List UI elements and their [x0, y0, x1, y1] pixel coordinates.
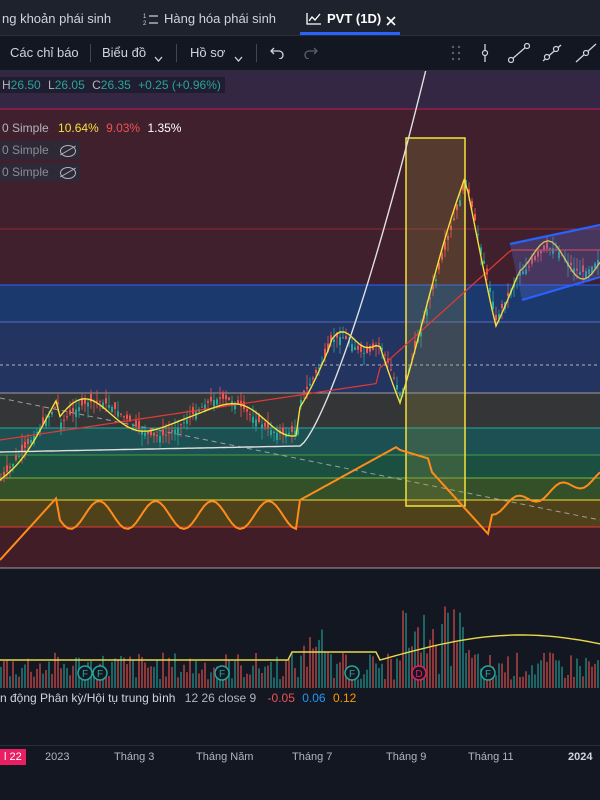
event-marker-glyph: F — [485, 669, 491, 680]
redo-icon[interactable] — [304, 46, 318, 64]
indicators-button[interactable]: Các chỉ báo — [10, 45, 79, 60]
tab-commodity-derivatives[interactable]: Hàng hóa phái sinh — [164, 11, 277, 26]
undo-icon[interactable] — [270, 46, 284, 64]
event-marker[interactable]: D — [411, 665, 427, 681]
toolbar-divider — [90, 44, 91, 62]
time-label: Tháng 3 — [114, 751, 155, 763]
active-tab-indicator — [300, 32, 400, 35]
event-marker-glyph: F — [219, 669, 225, 680]
macd-value: -0.05 — [267, 691, 295, 705]
event-marker-glyph: F — [82, 669, 88, 680]
event-marker-glyph: D — [415, 669, 422, 680]
tab-pvt-1d[interactable]: PVT (1D) — [327, 11, 382, 26]
macd-value: 0.12 — [332, 691, 357, 705]
high-value: 26.50 — [10, 78, 41, 92]
indicator-value: 9.03% — [106, 121, 141, 135]
eye-hidden-icon[interactable] — [60, 166, 77, 179]
trend-line-tool-icon[interactable] — [507, 42, 531, 68]
close-label: C — [92, 78, 101, 92]
event-marker[interactable]: F — [214, 665, 230, 681]
time-label-current: l 22 — [0, 749, 26, 765]
event-marker[interactable]: F — [92, 665, 108, 681]
event-marker[interactable]: F — [77, 665, 93, 681]
low-label: L — [48, 78, 55, 92]
drag-handle-icon[interactable] — [451, 45, 461, 66]
profile-button[interactable]: Hồ sơ — [190, 45, 226, 60]
ma-white-line — [0, 71, 427, 453]
ma-yellow-line — [0, 177, 600, 481]
indicator-name: 0 Simple — [2, 165, 49, 179]
toolbar-divider — [176, 44, 177, 62]
macd-params: 12 26 close 9 — [184, 691, 257, 705]
chart-toolbar: Các chỉ báo Biểu đồ Hồ sơ — [0, 36, 600, 71]
comparison-orange-line — [0, 446, 600, 561]
time-label: Tháng 7 — [292, 751, 333, 763]
close-value: 26.35 — [100, 78, 131, 92]
event-marker-glyph: F — [349, 669, 355, 680]
indicator-name: 0 Simple — [2, 143, 49, 157]
macd-legend[interactable]: n động Phân kỳ/Hội tụ trung bình 12 26 c… — [0, 691, 356, 705]
chevron-down-icon[interactable] — [234, 49, 243, 67]
extended-line-tool-icon[interactable] — [575, 43, 597, 68]
chart-tab-icon — [306, 12, 322, 30]
ma-red-line — [0, 249, 600, 441]
indicator-value: 1.35% — [147, 121, 182, 135]
bottom-panel — [0, 771, 600, 800]
indicator-row-1[interactable]: 0 Simple 10.64% 9.03% 1.35% — [0, 119, 185, 137]
time-label: 2023 — [45, 751, 70, 763]
ohlc-legend: H26.50 L26.05 C26.35 +0.25 (+0.96%) — [0, 77, 225, 93]
time-label: 2024 — [568, 751, 593, 763]
highlight-rectangle[interactable] — [405, 137, 466, 507]
indicator-value: 10.64% — [58, 121, 99, 135]
high-label: H — [2, 78, 11, 92]
svg-text:1: 1 — [143, 14, 147, 20]
time-label: Tháng 9 — [386, 751, 427, 763]
change-value: +0.25 (+0.96%) — [138, 78, 221, 92]
time-axis[interactable]: l 22 2023 Tháng 3 Tháng Năm Tháng 7 Thán… — [0, 745, 600, 772]
chevron-down-icon[interactable] — [154, 49, 163, 67]
indicator-row-2[interactable]: 0 Simple — [0, 141, 81, 159]
time-label: Tháng 11 — [468, 751, 514, 763]
price-channel[interactable] — [509, 223, 600, 302]
tab-derivatives-securities[interactable]: ng khoản phái sinh — [2, 11, 112, 26]
svg-text:2: 2 — [143, 21, 147, 26]
macd-title: n động Phân kỳ/Hội tụ trung bình — [0, 691, 176, 705]
ray-tool-icon[interactable] — [541, 43, 563, 68]
chart-guides — [0, 228, 600, 521]
low-value: 26.05 — [54, 78, 85, 92]
volume-ma-line — [0, 634, 600, 661]
event-marker-glyph: F — [97, 669, 103, 680]
volume-bars — [0, 606, 599, 688]
indicator-name: 0 Simple — [2, 121, 49, 135]
chart-type-button[interactable]: Biểu đồ — [102, 45, 147, 60]
event-marker[interactable]: F — [480, 665, 496, 681]
time-label: Tháng Năm — [196, 751, 254, 763]
toolbar-divider — [256, 44, 257, 62]
fib-zones — [0, 71, 600, 569]
event-marker[interactable]: F — [344, 665, 360, 681]
macd-value: 0.06 — [302, 691, 326, 705]
vertical-line-tool-icon[interactable] — [478, 43, 492, 68]
indicator-row-3[interactable]: 0 Simple — [0, 163, 81, 181]
close-icon[interactable] — [386, 13, 396, 31]
eye-hidden-icon[interactable] — [60, 144, 77, 157]
